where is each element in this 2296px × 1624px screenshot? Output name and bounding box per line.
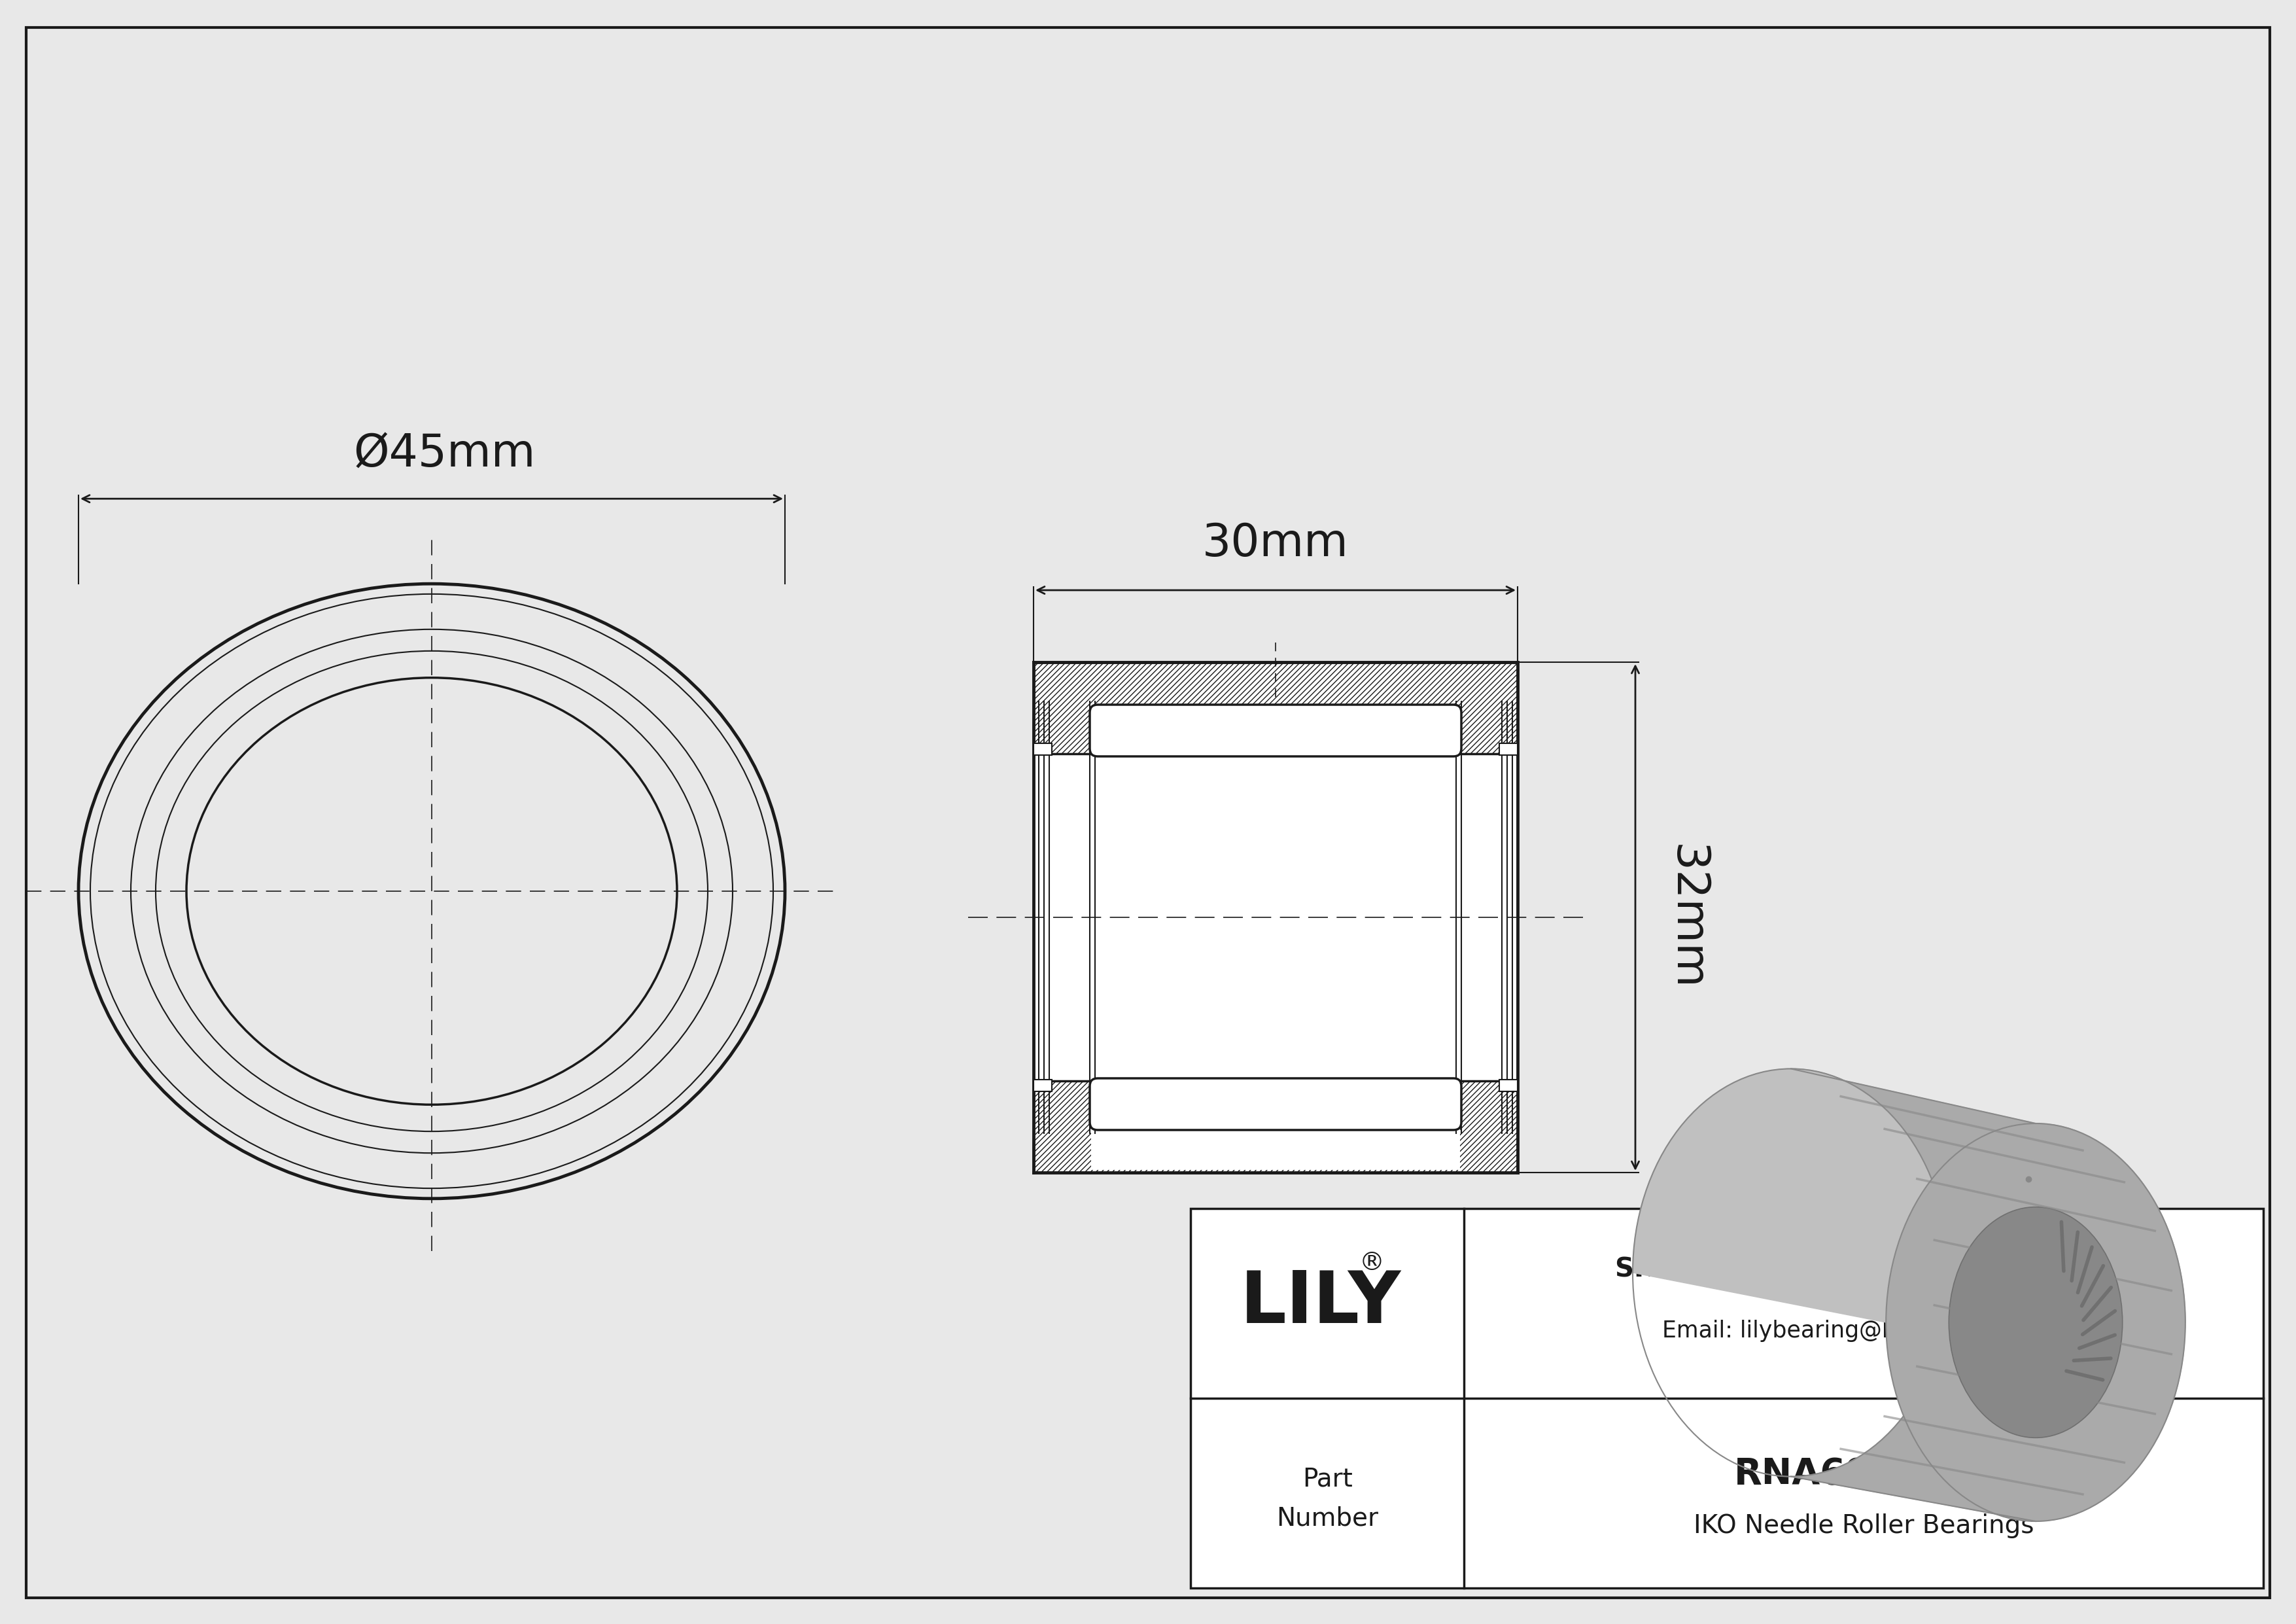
- Text: RNA69/28UU: RNA69/28UU: [1733, 1457, 1993, 1492]
- Text: 30mm: 30mm: [1203, 521, 1348, 565]
- Bar: [1192, 1208, 2264, 1588]
- Bar: [1499, 1080, 1518, 1091]
- Bar: [1033, 744, 1052, 755]
- Polygon shape: [1791, 1069, 2186, 1522]
- FancyBboxPatch shape: [1091, 705, 1460, 757]
- Ellipse shape: [1885, 1124, 2186, 1522]
- Text: SHANGHAI LILY BEARING LIMITED: SHANGHAI LILY BEARING LIMITED: [1616, 1257, 2112, 1283]
- Bar: [1091, 1124, 1460, 1169]
- Text: Email: lilybearing@lily-bearing.com: Email: lilybearing@lily-bearing.com: [1662, 1320, 2064, 1341]
- Text: ®: ®: [1359, 1250, 1384, 1275]
- Ellipse shape: [1949, 1207, 2122, 1437]
- Bar: [1033, 663, 1518, 754]
- Text: Ø45mm: Ø45mm: [354, 432, 535, 476]
- Text: Part: Part: [1302, 1466, 1352, 1491]
- Text: Number: Number: [1277, 1505, 1378, 1530]
- Text: 32mm: 32mm: [1665, 844, 1708, 991]
- Text: LILY: LILY: [1240, 1268, 1401, 1338]
- Bar: [1033, 663, 1518, 1173]
- Bar: [1033, 1080, 1052, 1091]
- FancyBboxPatch shape: [1091, 1078, 1460, 1130]
- Bar: [1499, 744, 1518, 755]
- Bar: [1033, 1082, 1518, 1173]
- Text: IKO Needle Roller Bearings: IKO Needle Roller Bearings: [1694, 1514, 2034, 1538]
- Bar: [1091, 705, 1460, 752]
- Polygon shape: [1632, 1069, 2186, 1322]
